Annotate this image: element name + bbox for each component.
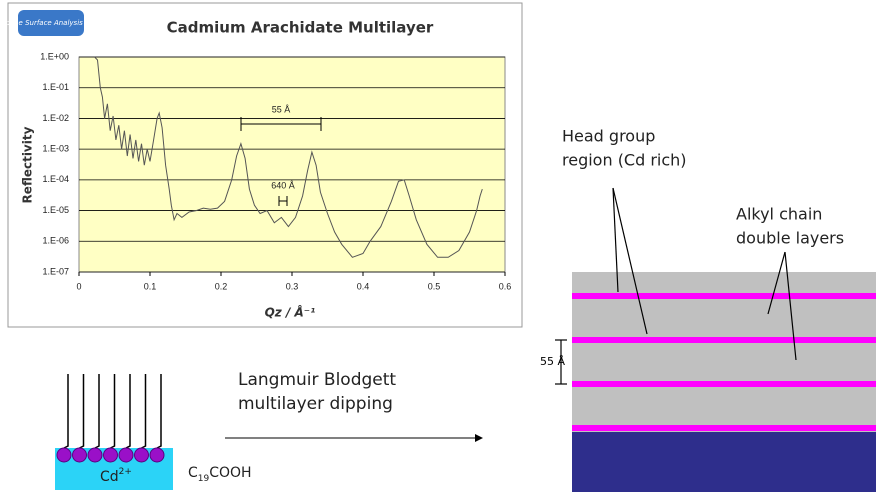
head-group [87, 447, 103, 463]
annotation-bracket [240, 117, 322, 131]
label: Alkyl chain [736, 205, 822, 224]
head-layer [572, 337, 876, 343]
head-group [118, 447, 134, 463]
pointer-arrows [555, 187, 797, 385]
text: 2+ [119, 467, 132, 477]
substrate [572, 432, 876, 492]
x-axis-label: Qz / Å⁻¹ [265, 305, 316, 320]
y-tick-label: 1.E-05 [42, 205, 69, 215]
process-label: multilayer dipping [238, 394, 393, 414]
annotation: 640 Å [271, 180, 295, 190]
head-group [56, 447, 72, 463]
y-axis-label: Reflectivity [21, 126, 35, 203]
text: Cd [100, 469, 119, 485]
head-layer [572, 425, 876, 431]
molecules [56, 374, 165, 463]
data-line [94, 56, 483, 258]
head-layer [572, 381, 876, 387]
head-group [72, 447, 87, 463]
process-label: Langmuir Blodgett [238, 370, 396, 390]
x-tick-label: 0.3 [286, 281, 299, 291]
label: Head group [562, 127, 655, 146]
chain [141, 374, 147, 449]
acid-label: C19COOH [188, 465, 252, 484]
spacing-label: 55 Å [540, 355, 565, 368]
x-tick-label: 0.4 [357, 281, 370, 291]
x-tick-label: 0.2 [215, 281, 228, 291]
chain [79, 374, 85, 449]
plot-area [78, 56, 506, 273]
y-tick-label: 1.E-04 [42, 174, 69, 184]
head-group [103, 447, 118, 463]
chart-title: Cadmium Arachidate Multilayer [167, 19, 434, 37]
x-tick-label: 0.1 [144, 281, 157, 291]
y-tick-label: 1.E-03 [42, 144, 69, 154]
x-tick-label: 0.6 [499, 281, 512, 291]
head-group [149, 447, 165, 463]
chart-marks: 1.E-07 1.E-06 1.E-05 1.E-04 1.E-03 1.E-02 1.E-… [40, 51, 511, 291]
y-tick-label: 1.E-07 [42, 266, 69, 276]
y-tick-label: 1.E-02 [42, 113, 69, 123]
chain [110, 374, 116, 449]
logo [18, 10, 84, 36]
text: 19 [198, 474, 210, 484]
logo-text: Brisbane Surface Analysis Facility [0, 19, 111, 27]
chain [63, 374, 69, 449]
head-group [134, 447, 149, 463]
chain [125, 374, 131, 449]
chain [94, 374, 100, 449]
head-layer [572, 293, 876, 299]
y-tick-label: 1.E-06 [42, 236, 69, 246]
annotation-bracket [278, 196, 288, 206]
y-tick-label: 1.E-01 [42, 82, 69, 92]
x-tick-label: 0 [76, 281, 81, 291]
arrow-head [475, 434, 483, 442]
y-tick-label: 1.E+00 [40, 51, 69, 61]
chain [156, 374, 162, 449]
x-tick-label: 0.5 [428, 281, 441, 291]
label: double layers [736, 229, 844, 248]
text: COOH [209, 465, 251, 481]
ion-label: Cd2+ [100, 467, 132, 486]
label: region (Cd rich) [562, 151, 687, 170]
annotation: 55 Å [272, 104, 291, 114]
text: C [188, 465, 198, 481]
